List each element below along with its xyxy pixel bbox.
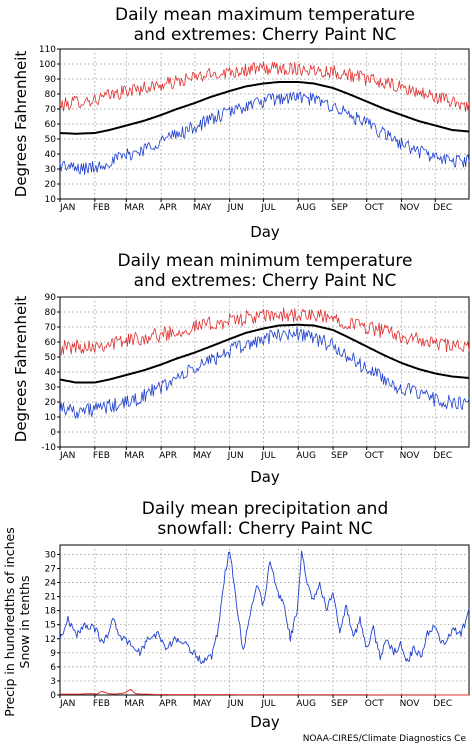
y-tick-label: 12: [45, 635, 56, 645]
y-tick-label: 40: [45, 150, 57, 160]
y-tick-label: 100: [39, 60, 56, 70]
y-tick-label: 21: [45, 593, 56, 603]
chart-title-line-2: and extremes: Cherry Paint NC: [134, 271, 397, 291]
x-tick-label: FEB: [93, 451, 110, 461]
y-tick-label: 40: [45, 368, 57, 378]
series-record-high: [59, 307, 470, 356]
x-tick-label: MAR: [124, 203, 144, 213]
y-tick-label: 90: [45, 293, 57, 303]
x-tick-label: MAY: [193, 203, 212, 213]
plot-frame: [59, 544, 470, 696]
series-record-low: [59, 326, 470, 419]
y-tick-label: 30: [45, 550, 57, 560]
y-tick-label: 9: [50, 649, 56, 659]
y-tick-label: 24: [45, 579, 57, 589]
x-tick-label: OCT: [365, 203, 384, 213]
chart-title-line-2: snowfall: Cherry Paint NC: [157, 519, 372, 539]
series-precipitation: [59, 550, 470, 664]
series-mean: [59, 323, 470, 384]
x-axis-label: Day: [250, 713, 280, 731]
x-tick-label: SEP: [331, 451, 348, 461]
y-tick-label: 0: [50, 691, 56, 701]
x-tick-label: JUL: [260, 203, 275, 213]
chart-title-line-2: and extremes: Cherry Paint NC: [134, 25, 397, 45]
x-tick-label: APR: [159, 451, 177, 461]
y-tick-label: 70: [45, 105, 57, 115]
x-tick-label: APR: [159, 699, 177, 709]
x-tick-label: JAN: [59, 451, 75, 461]
x-tick-label: NOV: [400, 451, 421, 461]
series-mean: [59, 81, 470, 135]
y-tick-label: 50: [45, 353, 57, 363]
y-axis-label: Degrees Fahrenheit: [12, 51, 30, 198]
x-tick-label: FEB: [93, 699, 110, 709]
x-tick-label: DEC: [433, 203, 452, 213]
y-tick-label: 30: [45, 165, 57, 175]
precipitation-panel: Daily mean precipitation and snowfall: C…: [2, 499, 470, 731]
y-axis-label-line-1: Precip in hundredths of inches: [2, 527, 17, 716]
chart-title-line-1: Daily mean precipitation and: [142, 499, 389, 519]
x-tick-label: JUN: [227, 203, 244, 213]
y-axis-label: Degrees Fahrenheit: [12, 296, 30, 443]
y-tick-label: 0: [50, 428, 56, 438]
y-tick-label: 60: [45, 338, 57, 348]
chart-title-line-1: Daily mean minimum temperature: [118, 251, 413, 271]
x-tick-label: JAN: [59, 699, 75, 709]
y-tick-label: 80: [45, 90, 57, 100]
x-tick-label: JUN: [227, 699, 244, 709]
y-tick-label: 110: [39, 45, 56, 55]
x-axis-label: Day: [250, 468, 280, 486]
y-tick-label: 27: [45, 564, 56, 574]
x-tick-label: JUL: [260, 451, 275, 461]
y-tick-label: 70: [45, 323, 57, 333]
x-tick-label: MAY: [193, 699, 212, 709]
x-tick-label: SEP: [331, 699, 348, 709]
y-tick-label: 90: [45, 75, 57, 85]
y-tick-label: 20: [45, 180, 57, 190]
x-axis-label: Day: [250, 223, 280, 241]
max-temperature-panel: Daily mean maximum temperature and extre…: [12, 5, 470, 241]
x-tick-label: APR: [159, 203, 177, 213]
x-tick-label: NOV: [400, 699, 421, 709]
y-tick-label: -10: [41, 443, 56, 453]
y-tick-label: 3: [50, 677, 56, 687]
y-tick-label: 10: [45, 413, 57, 423]
x-tick-label: JAN: [59, 203, 75, 213]
x-tick-label: JUN: [227, 451, 244, 461]
x-tick-label: NOV: [400, 203, 421, 213]
x-tick-label: DEC: [433, 451, 452, 461]
min-temperature-panel: Daily mean minimum temperature and extre…: [12, 251, 470, 486]
y-tick-label: 18: [45, 607, 57, 617]
x-tick-label: FEB: [93, 203, 110, 213]
y-tick-label: 80: [45, 308, 57, 318]
series-record-high: [59, 61, 470, 112]
credit-text: NOAA-CIRES/Climate Diagnostics Ce: [303, 734, 467, 744]
x-tick-label: MAY: [193, 451, 212, 461]
series-record-low: [59, 91, 470, 176]
x-tick-label: DEC: [433, 699, 452, 709]
x-tick-label: OCT: [365, 699, 384, 709]
y-axis-label-line-2: Snow in tenths: [17, 576, 32, 669]
series-snowfall: [60, 688, 469, 696]
y-tick-label: 30: [45, 383, 57, 393]
x-tick-label: AUG: [296, 699, 316, 709]
y-tick-label: 15: [45, 621, 56, 631]
chart-title-line-1: Daily mean maximum temperature: [115, 5, 415, 25]
x-tick-label: MAR: [124, 699, 144, 709]
y-tick-label: 60: [45, 120, 57, 130]
x-tick-label: AUG: [296, 451, 316, 461]
y-tick-label: 50: [45, 135, 57, 145]
x-tick-label: SEP: [331, 203, 348, 213]
x-tick-label: AUG: [296, 203, 316, 213]
y-tick-label: 20: [45, 398, 57, 408]
x-tick-label: JUL: [260, 699, 275, 709]
y-tick-label: 10: [45, 195, 57, 205]
x-tick-label: MAR: [124, 451, 144, 461]
x-tick-label: OCT: [365, 451, 384, 461]
y-tick-label: 6: [50, 663, 56, 673]
